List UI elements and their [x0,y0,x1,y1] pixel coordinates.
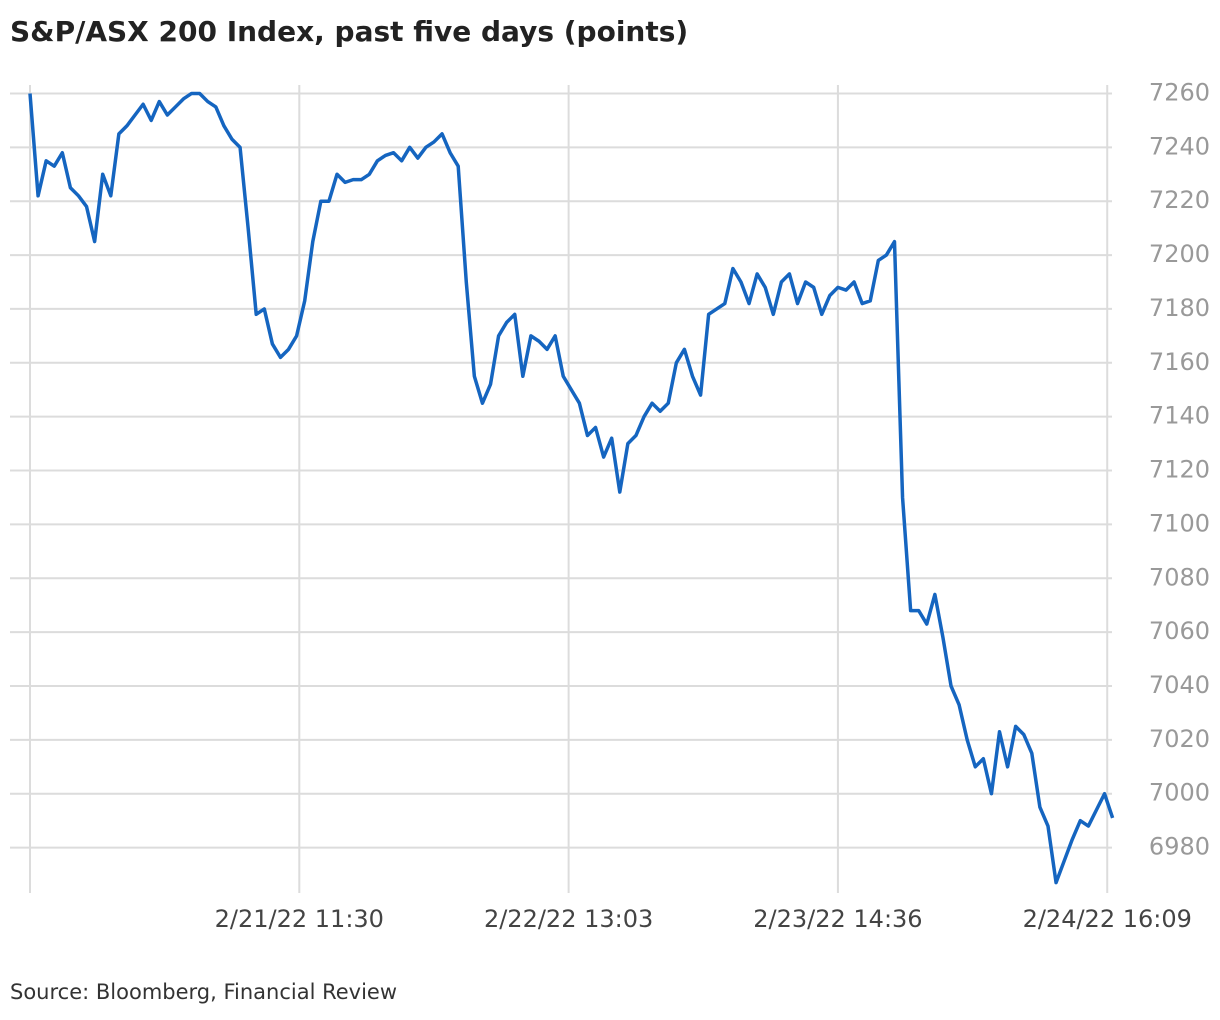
y-tick-label: 7000 [1149,779,1210,807]
x-tick-label: 2/24/22 16:09 [1023,905,1192,933]
y-tick-label: 7160 [1149,348,1210,376]
y-tick-label: 7080 [1149,563,1210,591]
x-tick-label: 2/22/22 13:03 [484,905,653,933]
y-tick-label: 6980 [1149,833,1210,861]
x-tick-label: 2/21/22 11:30 [215,905,384,933]
y-tick-label: 7180 [1149,294,1210,322]
y-tick-label: 7200 [1149,240,1210,268]
y-tick-label: 7240 [1149,132,1210,160]
y-tick-label: 7020 [1149,725,1210,753]
y-tick-label: 7140 [1149,402,1210,430]
y-tick-label: 7040 [1149,671,1210,699]
chart-title: S&P/ASX 200 Index, past five days (point… [10,15,688,48]
y-tick-label: 7060 [1149,617,1210,645]
y-tick-label: 7120 [1149,456,1210,484]
source-note: Source: Bloomberg, Financial Review [10,980,397,1004]
x-tick-label: 2/23/22 14:36 [753,905,922,933]
price-line [28,91,1115,885]
y-tick-label: 7260 [1149,78,1210,106]
y-tick-label: 7100 [1149,509,1210,537]
y-tick-label: 7220 [1149,186,1210,214]
